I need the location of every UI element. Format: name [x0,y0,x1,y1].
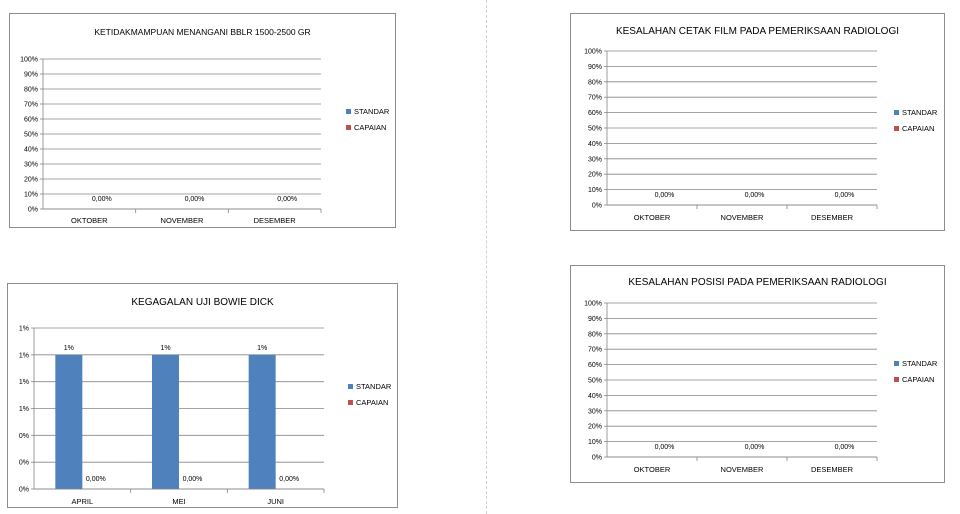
y-tick-label: 60% [588,110,602,117]
y-tick-label: 100% [20,57,38,64]
y-tick-label: 0% [19,460,29,467]
legend-swatch-standar [346,109,351,114]
x-tick-label: MEI [172,497,185,506]
legend-swatch-standar [348,384,353,389]
y-tick-label: 80% [24,87,38,94]
y-tick-label: 50% [588,126,602,133]
bar-standar [55,354,83,489]
legend-label: CAPAIAN [354,123,386,132]
data-label: 1% [64,345,74,352]
y-tick-label: 0% [592,455,602,462]
data-label: 1% [257,345,267,352]
y-tick-label: 50% [588,378,602,385]
legend-label: CAPAIAN [902,124,934,133]
y-tick-label: 50% [24,132,38,139]
x-tick-label: JUNI [267,497,284,506]
data-label: 0,00% [183,476,203,483]
x-tick-label: DESEMBER [811,213,854,222]
chart-cetak-film: KESALAHAN CETAK FILM PADA PEMERIKSAAN RA… [570,13,945,231]
y-tick-label: 70% [24,102,38,109]
chart-posisi: KESALAHAN POSISI PADA PEMERIKSAAN RADIOL… [570,265,945,483]
y-tick-label: 100% [584,49,602,56]
chart-title: KESALAHAN POSISI PADA PEMERIKSAAN RADIOL… [628,277,886,288]
y-tick-label: 80% [588,79,602,86]
y-tick-label: 40% [24,147,38,154]
x-tick-label: OKTOBER [71,216,108,225]
data-label: 0,00% [655,192,675,199]
y-tick-label: 20% [24,177,38,184]
y-tick-label: 40% [588,393,602,400]
legend-swatch-capaian [346,125,351,130]
data-label: 0,00% [86,476,106,483]
y-tick-label: 90% [588,316,602,323]
legend-label: STANDAR [354,107,390,116]
y-tick-label: 70% [588,95,602,102]
y-tick-label: 1% [19,406,29,413]
y-tick-label: 10% [588,439,602,446]
y-tick-label: 1% [19,379,29,386]
legend-label: STANDAR [356,382,392,391]
y-tick-label: 0% [592,203,602,210]
x-tick-label: NOVEMBER [721,465,765,474]
y-tick-label: 30% [588,156,602,163]
y-tick-label: 20% [588,172,602,179]
data-label: 0,00% [279,476,299,483]
chart-bblr: KETIDAKMAMPUAN MENANGANI BBLR 1500-2500 … [9,13,396,228]
chart-svg: KESALAHAN CETAK FILM PADA PEMERIKSAAN RA… [584,26,938,222]
legend-label: STANDAR [902,108,938,117]
y-tick-label: 60% [24,117,38,124]
data-label: 1% [160,345,170,352]
y-tick-label: 0% [19,433,29,440]
x-tick-label: APRIL [71,497,93,506]
legend-swatch-capaian [894,126,899,131]
legend-swatch-capaian [894,377,899,382]
chart-title: KETIDAKMAMPUAN MENANGANI BBLR 1500-2500 … [94,27,310,37]
chart-title: KEGAGALAN UJI BOWIE DICK [131,297,274,308]
x-tick-label: NOVEMBER [721,213,765,222]
y-tick-label: 1% [19,326,29,333]
y-tick-label: 10% [588,187,602,194]
data-label: 0,00% [92,196,112,203]
y-tick-label: 20% [588,424,602,431]
y-tick-label: 10% [24,192,38,199]
bar-standar [248,354,276,489]
y-tick-label: 30% [588,408,602,415]
y-tick-label: 30% [24,162,38,169]
y-tick-label: 40% [588,141,602,148]
x-tick-label: DESEMBER [811,465,854,474]
chart-bowie-dick: KEGAGALAN UJI BOWIE DICK 0% 0% 0% 1% 1% 1% 1% AP… [7,283,398,508]
y-tick-label: 80% [588,331,602,338]
y-tick-label: 100% [584,301,602,308]
x-tick-label: DESEMBER [254,216,297,225]
data-label: 0,00% [745,192,765,199]
data-label: 0,00% [655,444,675,451]
bar-standar [152,354,179,489]
x-tick-label: OKTOBER [634,465,671,474]
legend-swatch-standar [894,361,899,366]
legend-swatch-standar [894,110,899,115]
page-divider [486,0,487,514]
chart-svg: KEGAGALAN UJI BOWIE DICK 0% 0% 0% 1% 1% 1% 1% AP… [19,297,392,506]
y-tick-label: 70% [588,347,602,354]
y-tick-label: 90% [24,72,38,79]
chart-svg: KETIDAKMAMPUAN MENANGANI BBLR 1500-2500 … [20,27,390,225]
legend-label: STANDAR [902,359,938,368]
x-tick-label: OKTOBER [634,213,671,222]
data-label: 0,00% [835,444,855,451]
y-tick-label: 1% [19,352,29,359]
x-tick-label: NOVEMBER [161,216,205,225]
legend-label: CAPAIAN [356,398,388,407]
y-tick-label: 0% [28,207,38,214]
data-label: 0,00% [277,196,297,203]
data-label: 0,00% [835,192,855,199]
legend-swatch-capaian [348,400,353,405]
data-label: 0,00% [745,444,765,451]
y-tick-label: 90% [588,64,602,71]
chart-svg: KESALAHAN POSISI PADA PEMERIKSAAN RADIOL… [584,277,938,474]
data-label: 0,00% [185,196,205,203]
y-tick-label: 0% [19,487,29,494]
legend-label: CAPAIAN [902,375,934,384]
chart-title: KESALAHAN CETAK FILM PADA PEMERIKSAAN RA… [616,26,899,37]
y-tick-label: 60% [588,362,602,369]
